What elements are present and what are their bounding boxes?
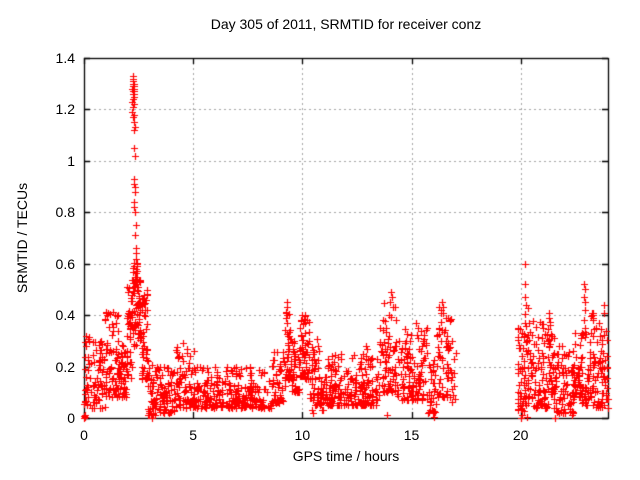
- y-tick-label: 1.2: [55, 101, 75, 118]
- y-tick-label: 0.8: [55, 204, 75, 221]
- y-tick-label: 1: [67, 152, 75, 169]
- x-axis-label: GPS time / hours: [292, 448, 400, 464]
- y-tick-label: 0.2: [55, 358, 75, 375]
- chart-title: Day 305 of 2011, SRMTID for receiver con…: [210, 16, 482, 32]
- x-tick-label: 20: [512, 427, 529, 443]
- x-tick-label: 10: [294, 427, 311, 443]
- y-tick-label: 0: [67, 410, 75, 426]
- y-tick-label: 0.4: [55, 307, 75, 324]
- x-tick-label: 5: [189, 427, 198, 443]
- y-tick-label: 1.4: [55, 50, 75, 66]
- x-tick-label: 15: [403, 427, 420, 443]
- y-axis-label: SRMTID / TECUs: [14, 182, 30, 294]
- y-tick-label: 0.6: [55, 255, 75, 272]
- x-tick-label: 0: [80, 427, 88, 443]
